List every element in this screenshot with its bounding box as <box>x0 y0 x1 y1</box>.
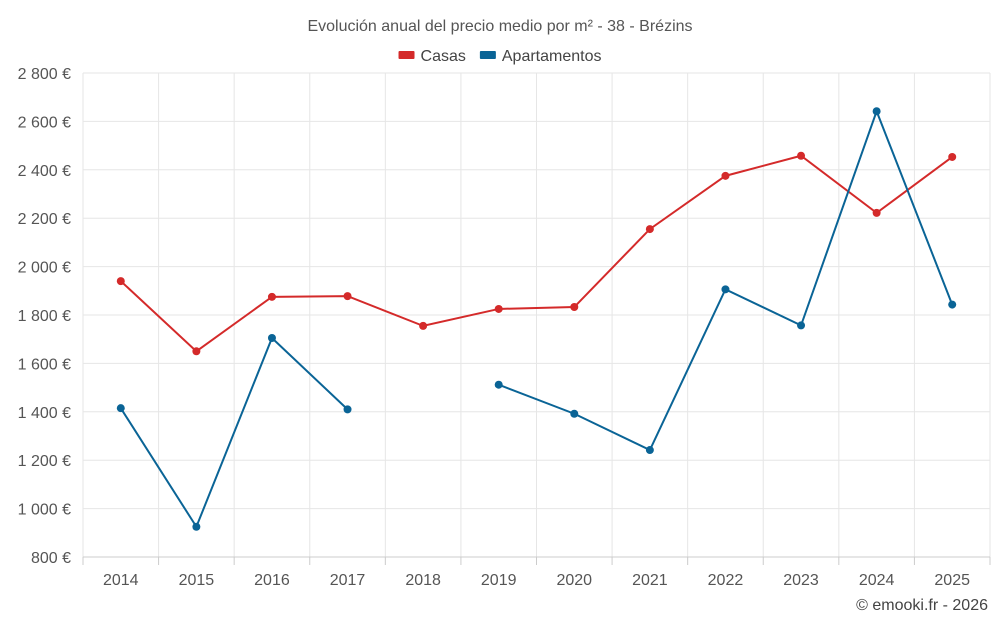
data-point-casas <box>494 304 503 313</box>
x-tick-label: 2019 <box>481 572 517 589</box>
x-tick-label: 2017 <box>330 572 366 589</box>
data-point-casas <box>872 208 881 217</box>
x-tick-label: 2014 <box>103 572 139 589</box>
grid <box>82 72 991 558</box>
y-tick-label: 800 € <box>31 550 71 567</box>
data-point-casas <box>721 171 730 180</box>
data-point-apartamentos <box>116 404 125 413</box>
y-tick-label: 1 000 € <box>18 502 71 519</box>
data-point-casas <box>343 292 352 301</box>
x-tick-label: 2024 <box>859 572 895 589</box>
data-point-apartamentos <box>797 321 806 330</box>
data-point-apartamentos <box>267 333 276 342</box>
data-point-casas <box>116 277 125 286</box>
series-line-casas <box>120 154 953 353</box>
legend-swatch <box>479 51 496 59</box>
data-point-casas <box>797 151 806 160</box>
data-point-apartamentos <box>192 522 201 531</box>
x-tick-label: 2025 <box>934 572 970 589</box>
credit-text: © emooki.fr - 2026 <box>856 597 988 614</box>
x-tick-label: 2021 <box>632 572 668 589</box>
data-point-apartamentos <box>494 380 503 389</box>
data-point-apartamentos <box>570 409 579 418</box>
legend: Casas Apartamentos <box>398 48 602 65</box>
legend-label: Casas <box>421 48 466 65</box>
y-axis: 800 € 1 000 € 1 200 € 1 400 € 1 600 € 1 800 €… <box>18 66 71 567</box>
legend-item-casas[interactable]: Casas <box>398 48 466 65</box>
data-point-casas <box>267 292 276 301</box>
data-point-casas <box>645 225 654 234</box>
y-tick-label: 1 200 € <box>18 453 71 470</box>
legend-item-apartamentos[interactable]: Apartamentos <box>479 48 602 65</box>
series-apartamentos <box>116 107 957 531</box>
data-point-casas <box>192 347 201 356</box>
x-tick-label: 2023 <box>783 572 819 589</box>
x-tick-label: 2020 <box>556 572 592 589</box>
data-point-casas <box>570 303 579 312</box>
legend-label: Apartamentos <box>502 48 602 65</box>
data-point-apartamentos <box>872 107 881 116</box>
x-axis: 2014 2015 2016 2017 2018 2019 2020 2021 2022 2023… <box>82 557 991 589</box>
y-tick-label: 2 800 € <box>18 66 71 83</box>
chart-title: Evolución anual del precio medio por m² … <box>307 18 692 35</box>
y-tick-label: 1 400 € <box>18 405 71 422</box>
y-tick-label: 2 600 € <box>18 114 71 131</box>
x-tick-label: 2022 <box>708 572 744 589</box>
series-layer <box>116 107 957 531</box>
data-point-apartamentos <box>721 285 730 294</box>
data-point-casas <box>948 152 957 161</box>
data-point-apartamentos <box>948 300 957 309</box>
y-tick-label: 2 400 € <box>18 163 71 180</box>
series-casas <box>116 151 957 356</box>
x-tick-label: 2015 <box>179 572 215 589</box>
series-line-apartamentos <box>119 336 349 529</box>
legend-swatch <box>398 51 415 59</box>
series-line-apartamentos <box>498 108 954 452</box>
data-point-apartamentos <box>645 446 654 455</box>
y-tick-label: 1 800 € <box>18 308 71 325</box>
data-point-casas <box>419 321 428 330</box>
data-point-apartamentos <box>343 405 352 414</box>
y-tick-label: 2 000 € <box>18 260 71 277</box>
x-tick-label: 2016 <box>254 572 290 589</box>
y-tick-label: 1 600 € <box>18 356 71 373</box>
x-tick-label: 2018 <box>405 572 441 589</box>
y-tick-label: 2 200 € <box>18 211 71 228</box>
